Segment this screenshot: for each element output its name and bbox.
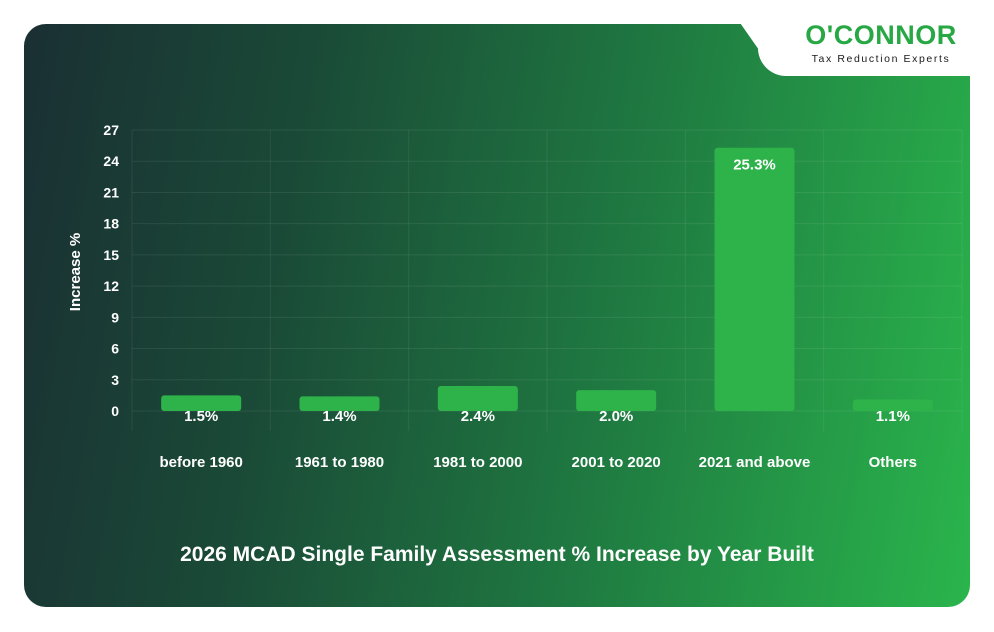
bar-value-label: 1.1% (876, 408, 910, 425)
brand-logo: O'CONNOR Tax Reduction Experts (786, 20, 976, 66)
x-tick-label: 2021 and above (699, 454, 811, 471)
logo-notch (758, 0, 994, 76)
y-tick-label: 0 (111, 403, 119, 419)
y-axis-label: Increase % (67, 233, 84, 311)
bar-value-label: 2.0% (599, 408, 633, 425)
brand-tagline: Tax Reduction Experts (811, 53, 951, 65)
bar-value-label: 25.3% (733, 157, 776, 174)
y-tick-label: 6 (111, 341, 119, 357)
bar (576, 390, 657, 411)
bar-value-label: 2.4% (461, 408, 495, 425)
y-tick-label: 24 (103, 153, 119, 169)
x-tick-label: Others (869, 454, 917, 471)
y-tick-label: 9 (111, 309, 119, 325)
bar (299, 396, 380, 411)
y-tick-label: 3 (111, 372, 119, 388)
brand-name: O'CONNOR (805, 20, 957, 50)
bar (161, 395, 242, 411)
x-tick-label: 1981 to 2000 (433, 454, 522, 471)
bar (852, 399, 933, 411)
y-tick-label: 21 (103, 184, 119, 200)
x-tick-label: 1961 to 1980 (295, 454, 384, 471)
chart-card (24, 24, 970, 607)
x-tick-label: 2001 to 2020 (572, 454, 661, 471)
y-tick-label: 12 (103, 278, 119, 294)
bar-value-label: 1.5% (184, 408, 218, 425)
bar (714, 147, 795, 411)
bar (437, 386, 518, 411)
chart-title: 2026 MCAD Single Family Assessment % Inc… (180, 543, 814, 566)
y-tick-label: 27 (103, 122, 119, 138)
y-tick-label: 15 (103, 247, 119, 263)
bar-value-label: 1.4% (322, 408, 356, 425)
x-tick-label: before 1960 (159, 454, 242, 471)
y-tick-label: 18 (103, 216, 119, 232)
